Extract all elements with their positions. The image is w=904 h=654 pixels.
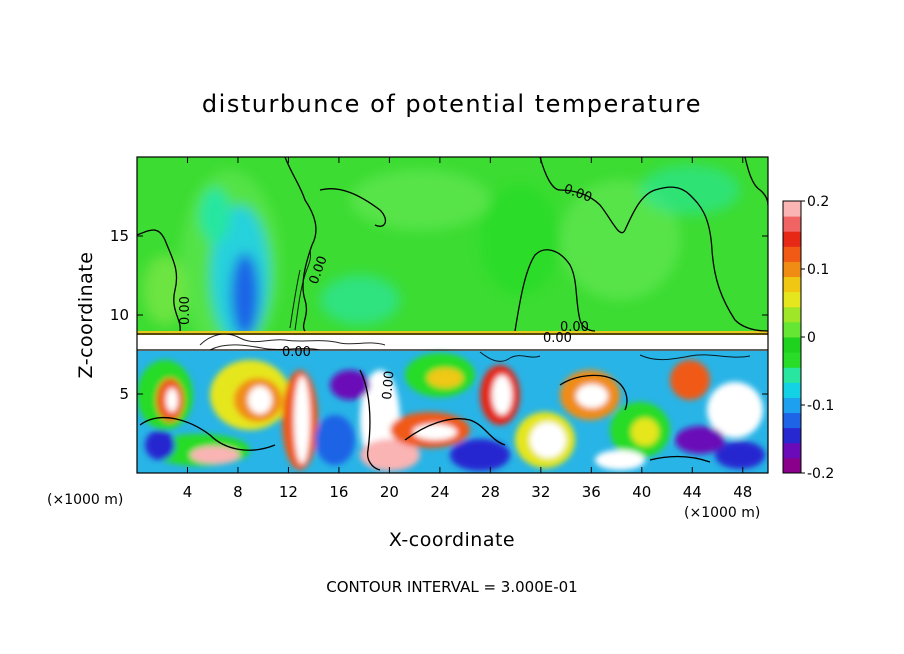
x-tick-label: 20 xyxy=(380,483,399,501)
x-tick-label: 28 xyxy=(481,483,500,501)
contour-label: 0.00 xyxy=(560,320,589,335)
z-unit-label: (×1000 m) xyxy=(47,492,123,508)
y-axis-ticks: 5 10 15 xyxy=(110,227,768,403)
x-tick-label: 32 xyxy=(531,483,550,501)
colorbar-swatch xyxy=(783,352,801,368)
x-tick-label: 4 xyxy=(183,483,193,501)
colorbar xyxy=(782,200,802,474)
colorbar-swatch xyxy=(783,276,801,293)
contour-lower-2 xyxy=(359,369,381,471)
contour-interval-note: CONTOUR INTERVAL = 3.000E-01 xyxy=(326,578,577,596)
colorbar-swatch xyxy=(783,261,801,278)
contour-lower-5 xyxy=(649,455,711,463)
colorbar-swatch xyxy=(783,427,801,444)
chart-title: disturbunce of potential temperature xyxy=(202,90,702,118)
colorbar-swatch xyxy=(783,231,801,247)
contour-upper-right2 xyxy=(539,157,768,332)
y-axis-title: Z-coordinate xyxy=(75,252,97,379)
interface-stripe xyxy=(137,331,768,335)
plot-area: 0.00 0.00 0.00 0.00 0.00 0.00 0.00 xyxy=(137,157,768,473)
contour-upper-right1 xyxy=(514,249,596,332)
contour-lower-1 xyxy=(139,417,276,451)
x-tick-label: 12 xyxy=(279,483,298,501)
contour-lower-3 xyxy=(404,418,506,446)
colorbar-tick-label: 0 xyxy=(807,330,816,346)
colorbar-swatch xyxy=(783,442,801,459)
colorbar-tick-label: -0.2 xyxy=(807,466,834,482)
colorbar-tick-label: 0.2 xyxy=(807,194,829,210)
colorbar-swatch xyxy=(783,367,801,383)
colorbar-swatch xyxy=(783,382,801,398)
x-tick-label: 24 xyxy=(430,483,449,501)
contour-label: 0.00 xyxy=(543,331,572,346)
colorbar-swatch xyxy=(783,337,801,353)
x-tick-label: 8 xyxy=(233,483,243,501)
x-axis-ticks: 4 8 12 16 20 24 28 32 36 40 44 48 xyxy=(183,157,752,501)
white-layer-band xyxy=(137,335,768,351)
contour-label: 0.00 xyxy=(282,345,311,360)
contour-label: 0.00 xyxy=(178,296,193,325)
colorbar-ticks: 0.2 0.1 0 -0.1 -0.2 xyxy=(801,194,834,482)
x-tick-label: 48 xyxy=(733,483,752,501)
colorbar-swatch xyxy=(783,216,801,232)
colorbar-swatch xyxy=(783,397,801,414)
colorbar-tick-label: 0.1 xyxy=(807,262,829,278)
upper-field-texture xyxy=(143,165,740,360)
contour-upper-left xyxy=(137,229,181,332)
y-tick-label: 5 xyxy=(119,385,129,403)
x-unit-label: (×1000 m) xyxy=(684,505,760,521)
contour-lower-4 xyxy=(559,374,628,411)
contour-upper-center xyxy=(319,188,387,227)
x-tick-label: 44 xyxy=(683,483,702,501)
colorbar-swatch xyxy=(783,412,801,429)
colorbar-swatch xyxy=(783,246,801,262)
contour-dense-cluster xyxy=(199,249,751,362)
x-tick-label: 36 xyxy=(582,483,601,501)
y-tick-label: 15 xyxy=(110,227,129,245)
contour-upper-mid xyxy=(284,157,317,332)
colorbar-swatch xyxy=(783,291,801,308)
lower-field-texture xyxy=(137,353,765,471)
contour-label: 0.00 xyxy=(380,370,397,400)
colorbar-swatch xyxy=(783,457,801,474)
x-axis-title: X-coordinate xyxy=(389,529,515,551)
colorbar-swatch xyxy=(783,321,801,338)
x-tick-label: 40 xyxy=(632,483,651,501)
colorbar-swatch xyxy=(783,201,801,217)
colorbar-swatch xyxy=(783,306,801,323)
colorbar-tick-label: -0.1 xyxy=(807,398,834,414)
contour-lines xyxy=(137,157,768,471)
y-tick-label: 10 xyxy=(110,306,129,324)
x-tick-label: 16 xyxy=(329,483,348,501)
